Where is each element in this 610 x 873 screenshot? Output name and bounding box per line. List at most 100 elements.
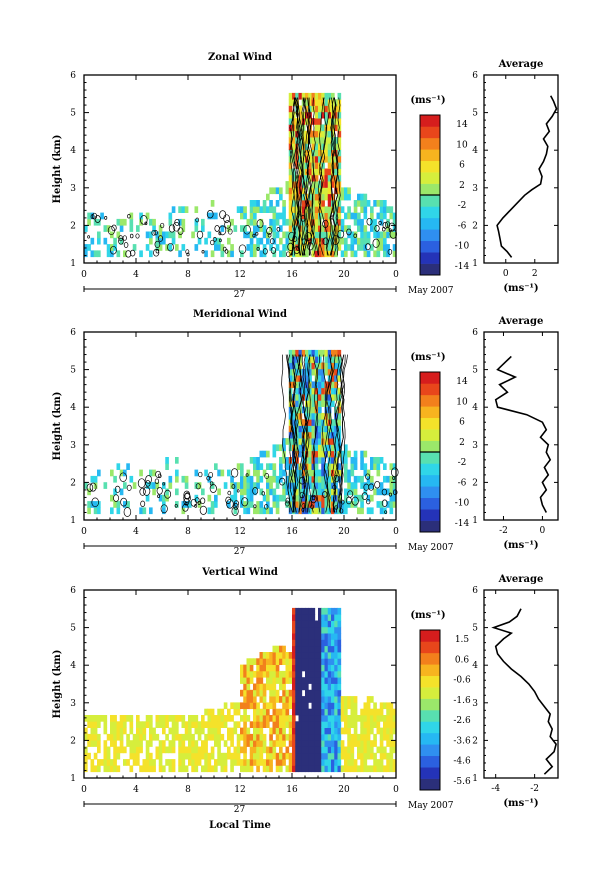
heat-cell (259, 237, 264, 245)
heat-cell (366, 702, 371, 710)
heat-cell (301, 469, 306, 477)
heat-cell (376, 746, 381, 754)
heat-cell (129, 218, 134, 226)
contour-loop (267, 233, 272, 238)
heat-cell (210, 200, 215, 207)
heat-cell (259, 658, 264, 665)
heat-cell (262, 765, 267, 773)
heat-cell (308, 765, 312, 773)
y-tick-label: 2 (70, 478, 76, 488)
heat-cell (256, 689, 260, 697)
heat-cell (389, 482, 394, 489)
heat-cell (318, 645, 322, 653)
heat-cell (236, 482, 241, 489)
heat-cell (292, 206, 296, 213)
heat-cell (295, 620, 299, 628)
heat-cell (314, 733, 319, 741)
heat-cell (311, 658, 316, 665)
heat-cell (370, 482, 374, 489)
heat-cell (308, 212, 312, 220)
heat-cell (379, 212, 384, 220)
heat-cell (305, 250, 309, 258)
heat-cell (324, 702, 329, 710)
heat-cell (246, 683, 251, 691)
x-tick-label: 8 (185, 785, 191, 795)
heat-cell (298, 715, 303, 722)
heat-cell (243, 733, 247, 741)
heat-cell (311, 212, 316, 220)
contour-loop (195, 217, 200, 223)
profile-title: Average (498, 574, 544, 585)
contour-line (311, 354, 319, 513)
heat-cell (90, 727, 95, 735)
heat-cell (331, 463, 335, 470)
heat-cell (376, 231, 381, 239)
heat-cell (288, 130, 293, 138)
heat-cell (318, 375, 322, 382)
contour-loop (233, 503, 239, 510)
heat-cell (318, 475, 322, 483)
heat-cell (214, 727, 218, 735)
heat-cell (327, 111, 332, 119)
heat-cell (175, 733, 179, 741)
heat-cell (305, 231, 309, 239)
heat-cell (308, 664, 312, 672)
heat-cell (357, 475, 361, 483)
heat-cell (305, 137, 309, 144)
heat-cell (327, 425, 332, 433)
heat-cell (168, 759, 173, 766)
heat-cell (311, 425, 316, 433)
heat-cell (236, 721, 241, 728)
contour-line (290, 97, 299, 256)
contour-loop (374, 225, 380, 232)
heat-cell (256, 225, 260, 232)
heat-cell (344, 237, 348, 245)
heat-cell (249, 670, 254, 678)
heat-cell (93, 740, 98, 747)
heat-cell (324, 237, 329, 245)
heat-cell (113, 488, 117, 496)
heat-cell (305, 431, 309, 439)
heat-cell (334, 620, 338, 628)
heat-cell (347, 727, 351, 735)
contour-loop (361, 492, 368, 500)
heat-cell (318, 394, 322, 401)
heat-cell (334, 143, 338, 150)
heat-cell (142, 721, 147, 728)
heat-cell (292, 92, 296, 100)
heat-cell (269, 715, 273, 722)
heat-cell (347, 450, 351, 458)
heat-cell (97, 740, 101, 747)
heat-cell (295, 759, 299, 766)
heat-cell (308, 708, 312, 716)
heat-cell (288, 765, 293, 773)
heat-cell (340, 746, 345, 754)
heat-cell (217, 759, 221, 766)
heat-cell (87, 507, 91, 515)
heat-cell (318, 444, 322, 452)
heat-cell (366, 752, 371, 760)
contour-loop (286, 251, 291, 257)
heat-cell (191, 715, 195, 722)
heat-cell (168, 244, 173, 251)
heat-cell (292, 200, 296, 207)
heat-cell (253, 469, 257, 477)
heat-cell (253, 696, 257, 703)
heat-cell (171, 721, 176, 728)
heat-cell (292, 225, 296, 232)
heat-cell (363, 759, 368, 766)
colorbar-swatch (420, 206, 440, 219)
contour-loop (155, 470, 161, 478)
heat-cell (249, 501, 254, 508)
heat-cell (136, 752, 140, 760)
contour-loop (91, 497, 99, 508)
heat-cell (360, 708, 364, 716)
heat-cell (207, 765, 212, 773)
heat-cell (259, 488, 264, 496)
contour-loop (299, 476, 306, 485)
profile-y-tick-label: 6 (472, 586, 478, 596)
heat-cell (292, 746, 296, 754)
heat-cell (210, 733, 215, 741)
heat-cell (327, 759, 332, 766)
